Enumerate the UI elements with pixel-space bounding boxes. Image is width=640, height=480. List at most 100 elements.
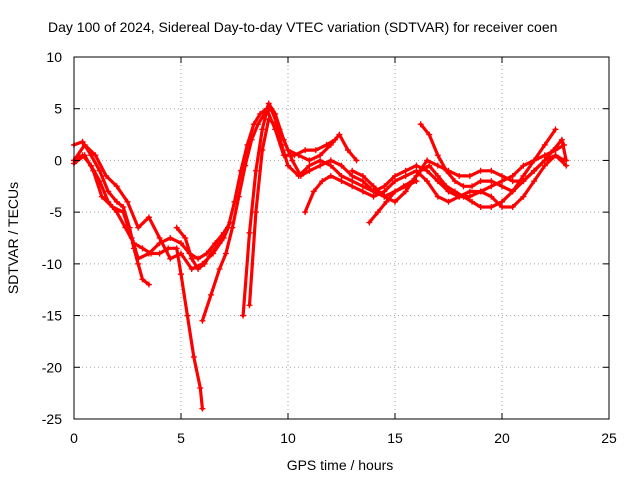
- data-point: [122, 224, 129, 231]
- data-point: [229, 224, 236, 231]
- data-point: [424, 157, 431, 164]
- data-point: [499, 183, 505, 190]
- grid: [74, 57, 609, 419]
- data-point: [413, 162, 420, 169]
- data-point: [434, 152, 441, 159]
- data-point: [451, 178, 458, 185]
- y-tick-label: -15: [42, 308, 62, 324]
- x-tick-label: 0: [70, 430, 78, 446]
- data-point: [165, 245, 172, 252]
- data-point: [135, 255, 142, 262]
- data-point: [278, 141, 285, 148]
- y-tick-label: 5: [54, 101, 62, 117]
- data-point: [374, 209, 381, 216]
- data-point: [88, 162, 95, 169]
- data-point: [252, 167, 259, 174]
- data-point: [466, 193, 473, 200]
- data-point: [509, 178, 516, 185]
- data-point: [201, 260, 208, 267]
- x-tick-label: 25: [601, 430, 617, 446]
- data-point: [173, 224, 180, 231]
- data-point: [178, 271, 184, 278]
- data-point: [302, 147, 309, 154]
- y-tick-label: -5: [50, 204, 63, 220]
- data-point: [167, 235, 174, 241]
- data-point: [488, 203, 495, 210]
- data-point: [552, 126, 559, 133]
- data-point: [520, 172, 527, 179]
- data-point: [156, 250, 163, 257]
- plot-area: [71, 100, 570, 412]
- data-point: [120, 209, 127, 216]
- data-point: [113, 198, 120, 205]
- x-tick-label: 10: [280, 430, 296, 446]
- data-point: [113, 209, 120, 216]
- data-point: [197, 384, 204, 391]
- x-tick-label: 5: [177, 430, 185, 446]
- data-point: [195, 266, 202, 273]
- data-point: [167, 255, 174, 262]
- data-point: [145, 281, 152, 288]
- data-point: [392, 178, 398, 185]
- data-point: [319, 178, 326, 185]
- data-point: [272, 110, 279, 117]
- data-point: [445, 198, 452, 205]
- data-point: [302, 209, 309, 216]
- data-point: [182, 235, 189, 241]
- data-point: [327, 157, 334, 164]
- data-point: [434, 178, 441, 185]
- data-point: [359, 178, 366, 185]
- data-point: [338, 162, 345, 169]
- data-point: [306, 167, 313, 174]
- data-point: [541, 157, 548, 164]
- data-point: [550, 147, 557, 154]
- data-point: [531, 178, 538, 185]
- data-point: [520, 162, 527, 169]
- data-point: [477, 167, 484, 174]
- data-point: [336, 131, 343, 138]
- data-point: [96, 178, 103, 185]
- series-track-1: [71, 138, 152, 288]
- data-point: [310, 188, 317, 195]
- data-point: [402, 188, 409, 195]
- data-point: [370, 188, 377, 195]
- data-point: [359, 188, 366, 195]
- data-point: [443, 183, 450, 190]
- data-point: [124, 198, 131, 205]
- data-point: [451, 188, 458, 195]
- data-point: [207, 250, 214, 257]
- data-point: [317, 152, 324, 159]
- data-point: [381, 183, 388, 190]
- y-tick-label: -25: [42, 411, 62, 427]
- data-point: [499, 203, 505, 210]
- data-point: [460, 193, 467, 200]
- data-point: [426, 131, 433, 138]
- series-track-4: [71, 152, 206, 412]
- data-point: [477, 178, 484, 185]
- chart-title: Day 100 of 2024, Sidereal Day-to-day VTE…: [48, 19, 557, 35]
- data-point: [563, 162, 570, 169]
- data-point: [327, 162, 334, 169]
- data-point: [327, 172, 334, 179]
- data-point: [259, 147, 266, 154]
- data-point: [216, 266, 223, 273]
- data-point: [488, 178, 495, 185]
- data-point: [113, 183, 120, 190]
- data-point: [327, 141, 334, 148]
- x-axis-label: GPS time / hours: [287, 457, 394, 473]
- data-point: [488, 183, 495, 190]
- series-track-2: [71, 152, 234, 262]
- data-point: [199, 317, 206, 324]
- y-tick-label: -10: [42, 256, 62, 272]
- data-point: [400, 183, 407, 190]
- data-point: [188, 266, 195, 273]
- data-point: [135, 224, 142, 231]
- data-point: [199, 405, 206, 412]
- series-track-9: [302, 152, 568, 216]
- data-point: [402, 167, 409, 174]
- data-point: [188, 255, 195, 262]
- data-point: [81, 141, 88, 148]
- data-point: [531, 157, 538, 164]
- y-axis-label: SDTVAR / TECUs: [5, 182, 21, 294]
- data-point: [195, 255, 202, 262]
